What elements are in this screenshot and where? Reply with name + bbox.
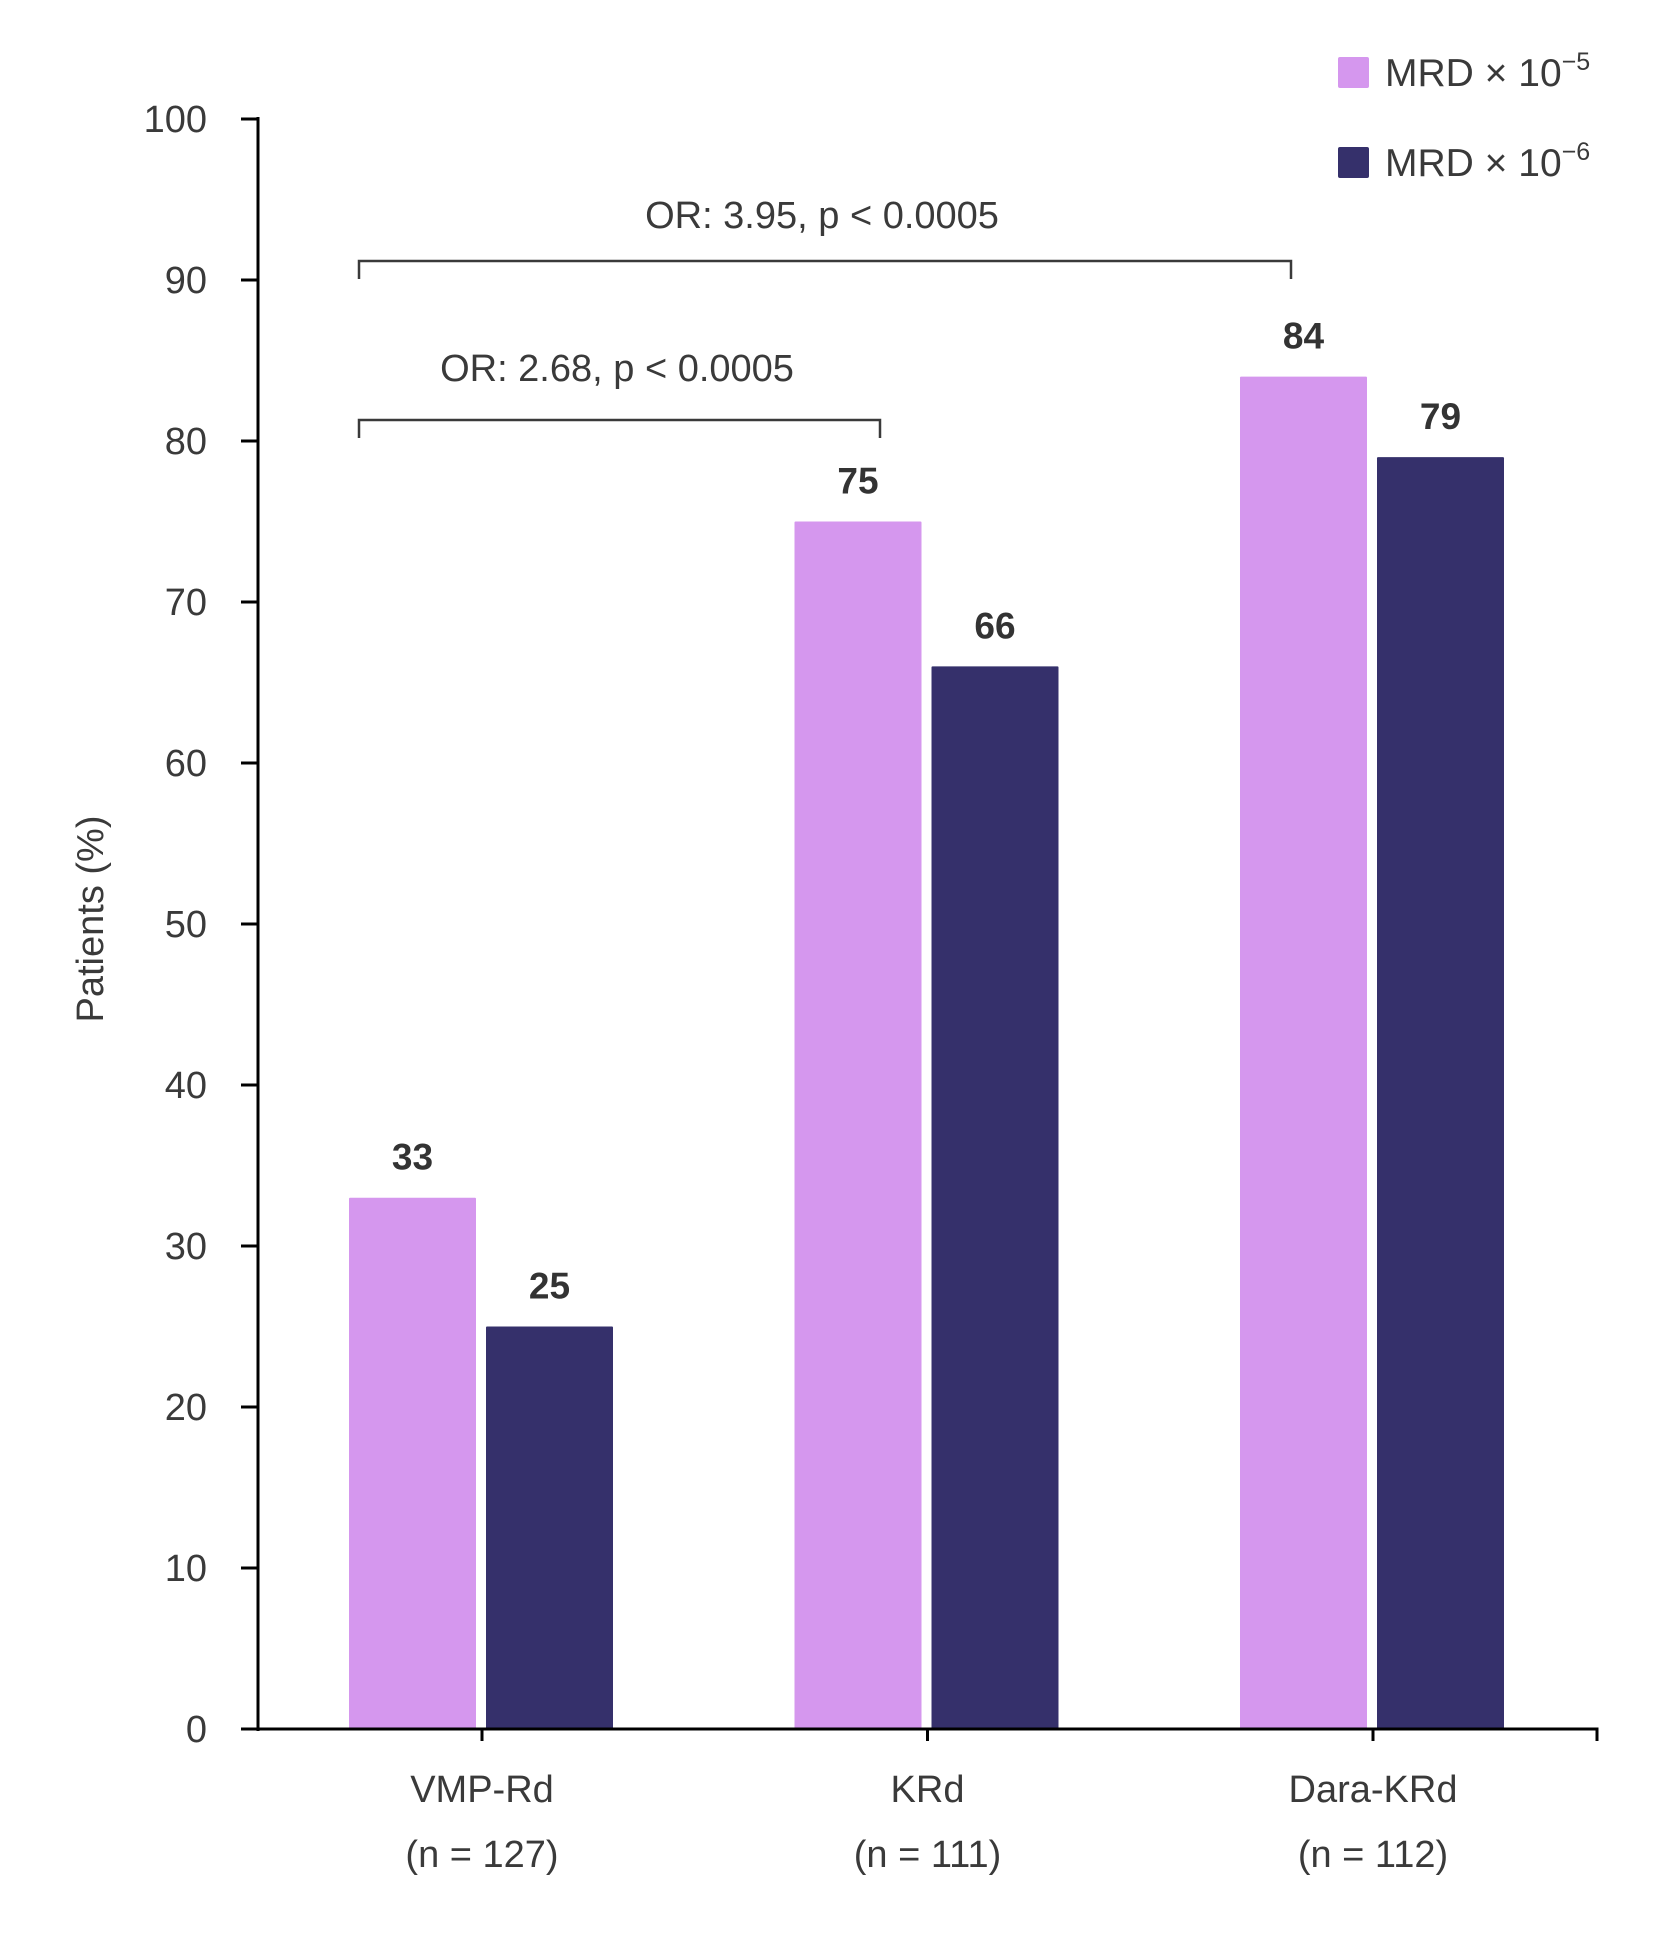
odds-ratio-annotation: OR: 2.68, p < 0.0005 [440, 348, 794, 390]
bars-layer [349, 376, 1504, 1730]
y-tick-label: 40 [165, 1065, 207, 1107]
x-categories-layer: VMP-Rd (n = 127) KRd (n = 111) Dara-KRd (n = … [405, 1769, 1457, 1876]
legend-label-mrd-10-5: MRD × 10−5 [1385, 48, 1590, 95]
y-tick-label: 0 [186, 1709, 207, 1751]
x-category-n-label: (n = 127) [405, 1834, 558, 1876]
bracket-line [357, 418, 882, 438]
y-tick-label: 100 [144, 99, 207, 141]
significance-bracket: OR: 2.68, p < 0.0005 [357, 348, 882, 438]
x-category-label: Dara-KRd [1289, 1769, 1458, 1811]
y-axis-title: Patients (%) [70, 816, 112, 1023]
y-tick-label: 90 [165, 260, 207, 302]
value-label: 75 [837, 461, 878, 502]
x-category-label: VMP-Rd [410, 1769, 554, 1811]
x-category-label: KRd [891, 1769, 965, 1811]
y-tick-label: 50 [165, 904, 207, 946]
value-label: 84 [1283, 316, 1325, 357]
legend-swatch-mrd-10-6 [1338, 147, 1369, 178]
bar-vmp-rd-series-2 [486, 1326, 613, 1729]
legend-swatch-mrd-10-5 [1338, 57, 1369, 88]
value-label: 33 [392, 1137, 433, 1178]
y-tick-label: 20 [165, 1387, 207, 1429]
significance-bracket: OR: 3.95, p < 0.0005 [357, 195, 1293, 279]
x-category-n-label: (n = 111) [854, 1834, 1002, 1876]
y-tick-label: 30 [165, 1226, 207, 1268]
value-label: 25 [529, 1266, 570, 1307]
legend-label-mrd-10-6: MRD × 10−6 [1385, 138, 1590, 185]
y-tick-label: 80 [165, 421, 207, 463]
legend: MRD × 10−5 MRD × 10−6 [1338, 48, 1590, 185]
value-label: 66 [974, 605, 1015, 646]
bar-vmp-rd-series-1 [349, 1197, 476, 1729]
bar-dara-krd-series-2 [1377, 457, 1504, 1730]
value-label: 79 [1420, 396, 1461, 437]
bar-krd-series-1 [794, 521, 922, 1729]
odds-ratio-annotation: OR: 3.95, p < 0.0005 [645, 195, 999, 237]
legend-item-mrd-10-5: MRD × 10−5 [1338, 48, 1590, 95]
bar-krd-series-2 [931, 666, 1059, 1729]
x-category-n-label: (n = 112) [1298, 1834, 1448, 1876]
y-ticks-layer: 0 10 20 30 40 50 60 70 80 90 100 [144, 99, 258, 1751]
y-tick-label: 60 [165, 743, 207, 785]
y-tick-label: 10 [165, 1548, 207, 1590]
y-tick-label: 70 [165, 582, 207, 624]
value-labels-layer: 33 25 75 66 84 79 [392, 316, 1461, 1307]
bar-dara-krd-series-1 [1240, 376, 1367, 1730]
bracket-line [357, 259, 1293, 279]
legend-item-mrd-10-6: MRD × 10−6 [1338, 138, 1590, 185]
annotations-layer: OR: 3.95, p < 0.0005 OR: 2.68, p < 0.0005 [357, 195, 1293, 438]
